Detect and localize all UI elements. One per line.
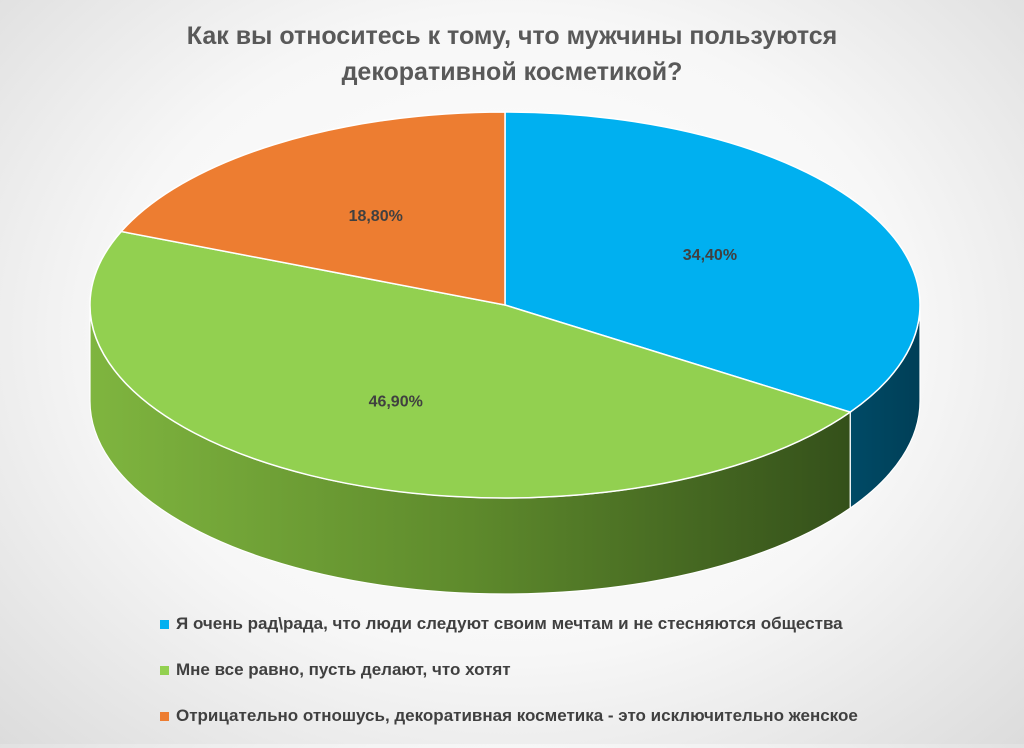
legend-label: Мне все равно, пусть делают, что хотят	[176, 660, 511, 679]
data-label: 18,80%	[349, 208, 403, 225]
legend: Я очень рад\рада, что люди следуют своим…	[160, 610, 1000, 748]
legend-label: Я очень рад\рада, что люди следуют своим…	[176, 614, 843, 633]
legend-item: Мне все равно, пусть делают, что хотят	[160, 656, 1000, 684]
legend-swatch	[160, 711, 169, 721]
legend-label: Отрицательно отношусь, декоративная косм…	[176, 706, 858, 725]
data-label: 34,40%	[683, 247, 737, 264]
pie-slice	[89, 230, 852, 499]
legend-swatch	[160, 619, 169, 629]
chart-title: Как вы относитесь к тому, что мужчины по…	[0, 18, 1024, 90]
pie-slice	[119, 111, 506, 306]
legend-item: Отрицательно отношусь, декоративная косм…	[160, 702, 1000, 730]
pie-tops	[89, 111, 921, 499]
chart-title-line-2: декоративной косметикой?	[341, 58, 683, 86]
pie-labels: 34,40% 46,90% 18,80%	[349, 208, 737, 410]
chart-title-line-1: Как вы относитесь к тому, что мужчины по…	[186, 22, 838, 50]
legend-item: Я очень рад\рада, что люди следуют своим…	[160, 610, 1000, 638]
data-label: 46,90%	[369, 393, 423, 410]
legend-swatch	[160, 665, 169, 675]
